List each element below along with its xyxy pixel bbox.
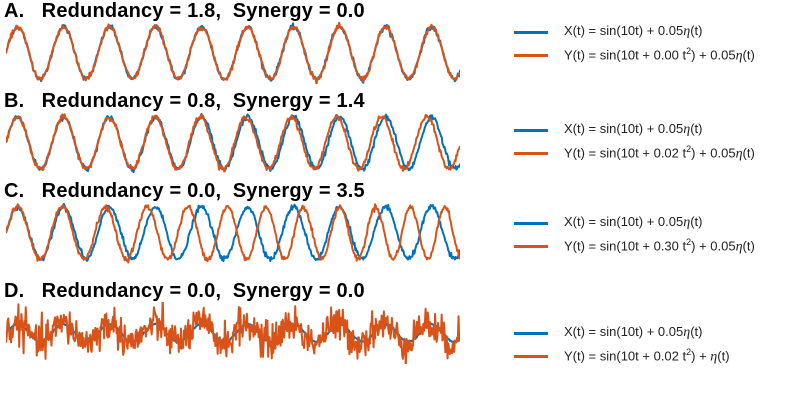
- panel-title: D. Redundancy = 0.0, Synergy = 0.0: [4, 280, 365, 302]
- legend-text-eta: η: [735, 146, 743, 162]
- legend-swatch: [514, 332, 548, 335]
- legend-text-pre: X(t) = sin(10t) + 0.05: [564, 23, 684, 38]
- legend-text-sup: 2: [686, 237, 692, 247]
- chart-panel-b: B. Redundancy = 0.8, Synergy = 1.4 X(t) =…: [0, 90, 800, 190]
- legend-label: Y(t) = sin(10t + 0.00 t2) + 0.05η(t): [564, 46, 755, 64]
- line-plot: [6, 22, 460, 84]
- legend-text-post: (t): [690, 121, 703, 136]
- legend-label: X(t) = sin(10t) + 0.05η(t): [564, 324, 702, 341]
- legend-text-post: (t): [690, 324, 703, 339]
- legend-text-mid: ) + 0.05: [691, 238, 736, 254]
- series-x-line: [6, 112, 460, 174]
- legend-label: X(t) = sin(10t) + 0.05η(t): [564, 214, 702, 231]
- legend: X(t) = sin(10t) + 0.05η(t) Y(t) = sin(10t…: [514, 22, 800, 82]
- legend-swatch: [514, 54, 548, 57]
- legend-entry: X(t) = sin(10t) + 0.05η(t): [514, 213, 800, 233]
- legend-swatch: [514, 31, 548, 34]
- legend-text-eta: η: [683, 122, 691, 137]
- legend-label: Y(t) = sin(10t + 0.02 t2) + 0.05η(t): [564, 144, 755, 162]
- legend-text-pre: Y(t) = sin(10t + 0.00 t: [564, 47, 687, 63]
- legend-text-eta: η: [683, 24, 691, 39]
- line-plot: [6, 302, 460, 364]
- series-y-line: [6, 113, 460, 173]
- legend-text-pre: Y(t) = sin(10t + 0.02 t: [564, 145, 687, 161]
- legend-swatch: [514, 129, 548, 132]
- series-y-line: [6, 302, 460, 364]
- legend-text-pre: Y(t) = sin(10t + 0.02 t: [564, 348, 687, 364]
- legend-swatch: [514, 355, 548, 358]
- legend-swatch: [514, 245, 548, 248]
- legend-text-sup: 2: [686, 144, 692, 154]
- legend-text-post: (t): [690, 214, 703, 229]
- legend-text-pre: X(t) = sin(10t) + 0.05: [564, 121, 684, 136]
- legend: X(t) = sin(10t) + 0.05η(t) Y(t) = sin(10t…: [514, 120, 800, 180]
- series-x-line: [6, 202, 460, 263]
- legend-text-post: (t): [717, 348, 730, 364]
- panel-title: B. Redundancy = 0.8, Synergy = 1.4: [4, 90, 365, 112]
- legend-text-eta: η: [735, 48, 743, 64]
- legend-label: X(t) = sin(10t) + 0.05η(t): [564, 121, 702, 138]
- legend-label: X(t) = sin(10t) + 0.05η(t): [564, 23, 702, 40]
- legend-text-eta: η: [683, 325, 691, 340]
- panel-title: C. Redundancy = 0.0, Synergy = 3.5: [4, 180, 365, 202]
- legend-text-sup: 2: [686, 347, 692, 357]
- legend-text-mid: ) + 0.05: [691, 145, 736, 161]
- legend-text-eta: η: [735, 239, 743, 255]
- legend-text-eta: η: [683, 215, 691, 230]
- legend-text-eta: η: [710, 349, 718, 365]
- legend-text-mid: ) +: [691, 348, 711, 364]
- legend-entry: Y(t) = sin(10t + 0.00 t2) + 0.05η(t): [514, 45, 800, 65]
- legend-text-post: (t): [690, 23, 703, 38]
- legend-entry: Y(t) = sin(10t + 0.30 t2) + 0.05η(t): [514, 236, 800, 256]
- chart-panel-a: A. Redundancy = 1.8, Synergy = 0.0 X(t) =…: [0, 0, 800, 100]
- legend-entry: X(t) = sin(10t) + 0.05η(t): [514, 22, 800, 42]
- line-plot: [6, 202, 460, 264]
- legend-swatch: [514, 222, 548, 225]
- legend-text-post: (t): [742, 47, 755, 63]
- legend-text-pre: Y(t) = sin(10t + 0.30 t: [564, 238, 687, 254]
- legend-label: Y(t) = sin(10t + 0.02 t2) + η(t): [564, 347, 730, 365]
- legend-text-pre: X(t) = sin(10t) + 0.05: [564, 214, 684, 229]
- legend-text-post: (t): [742, 145, 755, 161]
- legend-text-pre: X(t) = sin(10t) + 0.05: [564, 324, 684, 339]
- legend-entry: Y(t) = sin(10t + 0.02 t2) + 0.05η(t): [514, 143, 800, 163]
- legend-entry: Y(t) = sin(10t + 0.02 t2) + η(t): [514, 346, 800, 366]
- legend-text-sup: 2: [686, 46, 692, 56]
- legend-swatch: [514, 152, 548, 155]
- series-y-line: [6, 203, 460, 264]
- line-plot: [6, 112, 460, 174]
- legend-label: Y(t) = sin(10t + 0.30 t2) + 0.05η(t): [564, 237, 755, 255]
- legend: X(t) = sin(10t) + 0.05η(t) Y(t) = sin(10t…: [514, 213, 800, 273]
- chart-panel-d: D. Redundancy = 0.0, Synergy = 0.0 X(t) =…: [0, 280, 800, 380]
- series-y-line: [6, 22, 460, 84]
- legend-entry: X(t) = sin(10t) + 0.05η(t): [514, 323, 800, 343]
- legend: X(t) = sin(10t) + 0.05η(t) Y(t) = sin(10t…: [514, 323, 800, 383]
- legend-text-mid: ) + 0.05: [691, 47, 736, 63]
- chart-panel-c: C. Redundancy = 0.0, Synergy = 3.5 X(t) =…: [0, 180, 800, 280]
- panel-title: A. Redundancy = 1.8, Synergy = 0.0: [4, 0, 365, 22]
- legend-entry: X(t) = sin(10t) + 0.05η(t): [514, 120, 800, 140]
- legend-text-post: (t): [742, 238, 755, 254]
